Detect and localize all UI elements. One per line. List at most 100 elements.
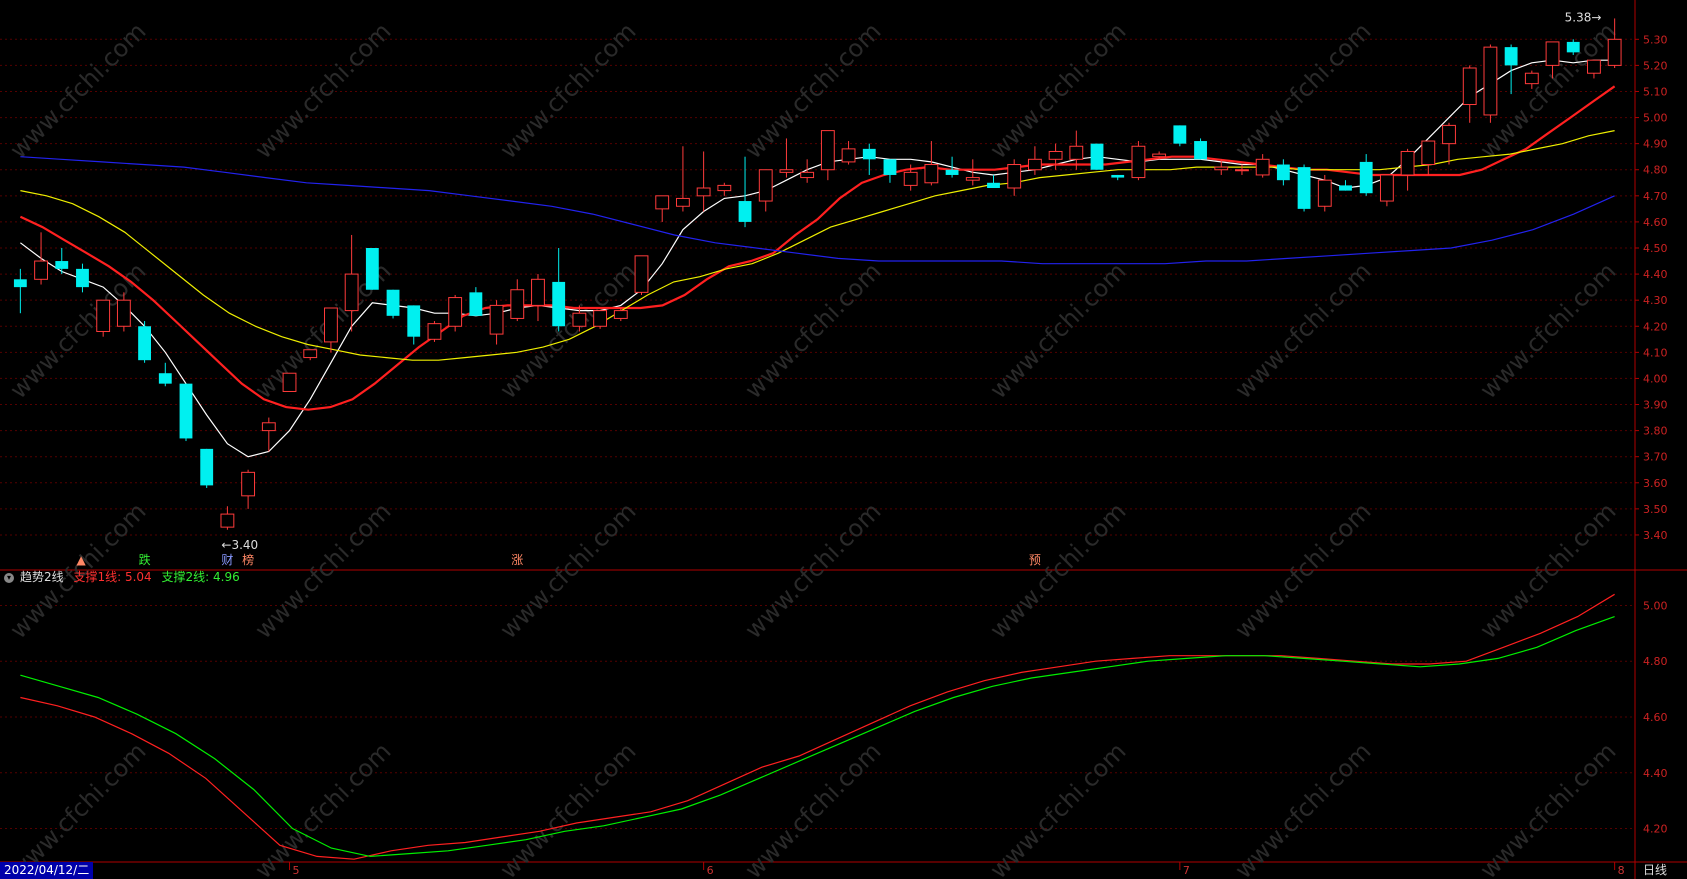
candle-body — [241, 471, 256, 497]
support-line-2-label: 支撑2线: 4.96 — [161, 570, 240, 584]
candle-body — [13, 279, 27, 288]
candle-body — [820, 130, 835, 171]
candle-body — [1566, 41, 1580, 53]
y-tick-label: 4.20 — [1643, 823, 1668, 836]
y-tick-label: 4.30 — [1643, 294, 1668, 307]
candle-body — [200, 448, 214, 486]
candle-body — [365, 248, 379, 290]
candle-body — [717, 184, 732, 192]
candle-body — [1297, 167, 1311, 209]
y-tick-label: 3.50 — [1643, 503, 1668, 516]
y-tick-label: 4.50 — [1643, 242, 1668, 255]
candle-body — [675, 197, 690, 207]
watermark: www.cfchi.com — [984, 257, 1131, 404]
candle-body — [282, 372, 297, 392]
y-tick-label: 3.70 — [1643, 451, 1668, 464]
candle-body — [1090, 143, 1104, 170]
watermark: www.cfchi.com — [1229, 497, 1376, 644]
candle-body — [427, 323, 442, 340]
candle-body — [179, 383, 193, 439]
period-label[interactable]: 日线 — [1643, 863, 1668, 877]
watermark: www.cfchi.com — [739, 257, 886, 404]
ma-line-ma20 — [20, 130, 1615, 361]
candle-body — [552, 281, 566, 327]
watermark: www.cfchi.com — [984, 497, 1131, 644]
candle-body — [738, 201, 752, 222]
x-tick-label: 8 — [1617, 864, 1625, 877]
watermark: www.cfchi.com — [494, 257, 641, 404]
candle-body — [1007, 164, 1022, 189]
candle-body — [303, 349, 318, 359]
indicator-settings-icon[interactable]: ▾ — [4, 570, 20, 584]
watermark: www.cfchi.com — [1229, 737, 1376, 879]
candle-body — [1400, 150, 1415, 176]
candle-body — [469, 292, 483, 316]
candle-body — [841, 148, 856, 163]
y-tick-label: 4.80 — [1643, 164, 1668, 177]
candle-body — [779, 169, 794, 173]
candle-body — [945, 169, 959, 175]
event-marker: 涨 — [511, 552, 523, 567]
event-marker: 榜 — [242, 552, 254, 567]
candle-body — [1339, 185, 1352, 191]
candle-body — [862, 148, 876, 160]
candle-body — [76, 268, 89, 288]
candle-body — [572, 312, 587, 327]
candle-body — [261, 422, 276, 432]
candle-body — [55, 261, 69, 269]
event-marker: 预 — [1029, 553, 1041, 567]
candle-body — [220, 513, 235, 528]
candle-body — [34, 260, 48, 280]
candle-body — [344, 273, 359, 312]
candle-body — [407, 305, 421, 337]
candle-body — [1359, 161, 1373, 194]
high-annotation: 5.38→ — [1565, 10, 1602, 24]
candle-body — [158, 373, 172, 384]
candle-body — [883, 159, 897, 175]
candle-body — [1255, 158, 1270, 176]
candle-body — [1462, 67, 1477, 106]
y-tick-label: 4.20 — [1643, 320, 1668, 333]
candle-body — [1069, 145, 1084, 160]
y-tick-label: 4.40 — [1643, 767, 1668, 780]
candle-body — [1048, 150, 1063, 160]
indicator-name: 趋势2线 — [20, 570, 64, 584]
event-marker: 跌 — [139, 552, 151, 567]
candle-body — [1194, 141, 1207, 160]
candle-body — [1173, 125, 1187, 144]
candle-body — [116, 299, 131, 327]
y-tick-label: 4.70 — [1643, 190, 1668, 203]
ma-line-ma10 — [19, 85, 1616, 411]
candle-body — [1587, 59, 1601, 74]
y-tick-label: 5.20 — [1643, 59, 1668, 72]
indicator-title-bar: ▾ 趋势2线 支撑1线: 5.04 支撑2线: 4.96 — [4, 568, 246, 585]
candle-body — [758, 169, 773, 202]
candle-body — [1027, 158, 1042, 171]
candle-body — [1131, 145, 1146, 179]
candle-body — [1317, 179, 1332, 207]
candle-body — [965, 177, 980, 181]
watermark: www.cfchi.com — [739, 737, 886, 879]
y-tick-label: 5.00 — [1643, 599, 1668, 612]
event-marker: ▲ — [76, 553, 86, 567]
y-tick-label: 3.90 — [1643, 399, 1668, 412]
watermark: www.cfchi.com — [1474, 737, 1621, 879]
y-tick-label: 4.60 — [1643, 216, 1668, 229]
y-tick-label: 4.00 — [1643, 372, 1668, 385]
cursor-date-box: 2022/04/12/二 — [0, 862, 94, 879]
candle-body — [1235, 169, 1249, 172]
indicator-line-2 — [20, 616, 1615, 858]
candle-body — [1276, 164, 1290, 181]
candle-body — [696, 187, 711, 197]
candle-body — [987, 182, 1000, 188]
y-tick-label: 4.60 — [1643, 711, 1668, 724]
candle-body — [593, 310, 608, 327]
y-tick-label: 3.80 — [1643, 425, 1668, 438]
candle-body — [903, 171, 918, 186]
ma-line-ma60 — [20, 156, 1615, 265]
candle-body — [655, 195, 670, 210]
candle-body — [386, 289, 400, 316]
candle-body — [634, 255, 649, 293]
indicator-line-1 — [20, 593, 1615, 860]
